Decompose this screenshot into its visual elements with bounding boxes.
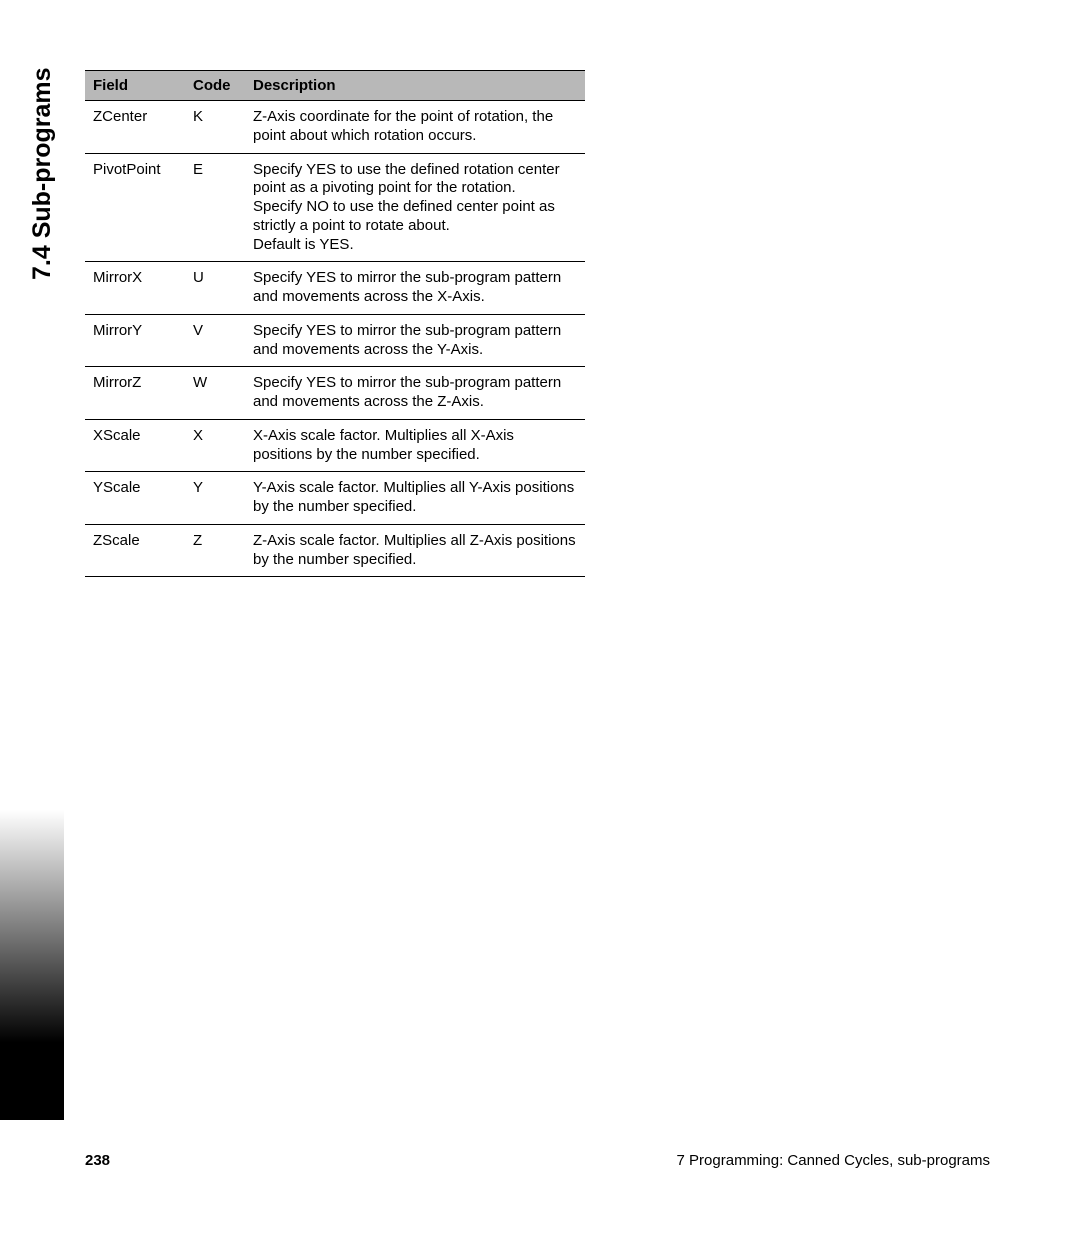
- cell-description: Z-Axis coordinate for the point of rotat…: [245, 101, 585, 154]
- table-row: MirrorZ W Specify YES to mirror the sub-…: [85, 367, 585, 420]
- table-row: ZScale Z Z-Axis scale factor. Multiplies…: [85, 524, 585, 577]
- parameters-table: Field Code Description ZCenter K Z-Axis …: [85, 70, 585, 577]
- header-description: Description: [245, 71, 585, 101]
- cell-description: Z-Axis scale factor. Multiplies all Z-Ax…: [245, 524, 585, 577]
- cell-description: X-Axis scale factor. Multiplies all X-Ax…: [245, 419, 585, 472]
- cell-code: Y: [185, 472, 245, 525]
- table-row: MirrorX U Specify YES to mirror the sub-…: [85, 262, 585, 315]
- cell-field: MirrorX: [85, 262, 185, 315]
- table-row: ZCenter K Z-Axis coordinate for the poin…: [85, 101, 585, 154]
- cell-code: U: [185, 262, 245, 315]
- table-header-row: Field Code Description: [85, 71, 585, 101]
- section-side-title: 7.4 Sub-programs: [28, 67, 57, 280]
- table-row: MirrorY V Specify YES to mirror the sub-…: [85, 314, 585, 367]
- cell-code: W: [185, 367, 245, 420]
- cell-field: PivotPoint: [85, 153, 185, 262]
- cell-description: Specify YES to use the defined rotation …: [245, 153, 585, 262]
- cell-field: YScale: [85, 472, 185, 525]
- page-number: 238: [85, 1152, 110, 1169]
- cell-field: XScale: [85, 419, 185, 472]
- cell-code: K: [185, 101, 245, 154]
- cell-description: Y-Axis scale factor. Multiplies all Y-Ax…: [245, 472, 585, 525]
- cell-description: Specify YES to mirror the sub-program pa…: [245, 314, 585, 367]
- cell-description: Specify YES to mirror the sub-program pa…: [245, 262, 585, 315]
- header-code: Code: [185, 71, 245, 101]
- cell-code: Z: [185, 524, 245, 577]
- side-gradient-decoration: [0, 810, 64, 1120]
- header-field: Field: [85, 71, 185, 101]
- cell-code: X: [185, 419, 245, 472]
- cell-field: MirrorY: [85, 314, 185, 367]
- footer-chapter-title: 7 Programming: Canned Cycles, sub-progra…: [677, 1152, 990, 1169]
- table-row: XScale X X-Axis scale factor. Multiplies…: [85, 419, 585, 472]
- cell-field: ZScale: [85, 524, 185, 577]
- cell-description: Specify YES to mirror the sub-program pa…: [245, 367, 585, 420]
- cell-field: MirrorZ: [85, 367, 185, 420]
- cell-code: E: [185, 153, 245, 262]
- cell-field: ZCenter: [85, 101, 185, 154]
- table-row: PivotPoint E Specify YES to use the defi…: [85, 153, 585, 262]
- table-row: YScale Y Y-Axis scale factor. Multiplies…: [85, 472, 585, 525]
- cell-code: V: [185, 314, 245, 367]
